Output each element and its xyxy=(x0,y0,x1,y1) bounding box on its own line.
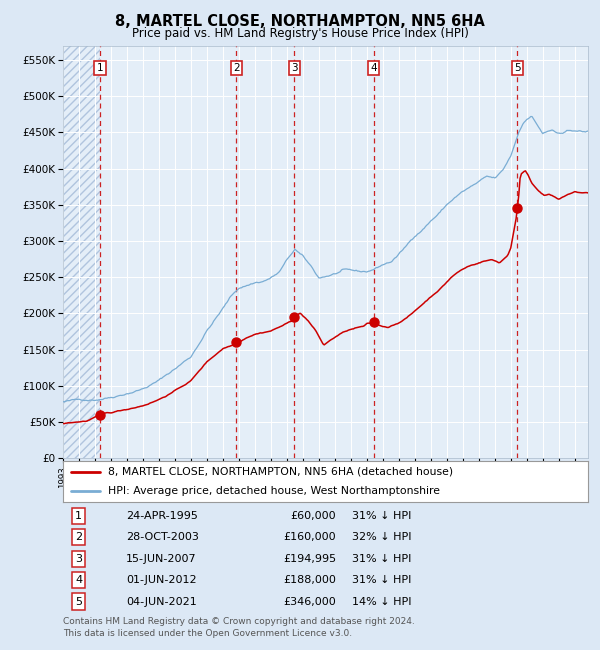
Text: 01-JUN-2012: 01-JUN-2012 xyxy=(126,575,197,585)
Text: 8, MARTEL CLOSE, NORTHAMPTON, NN5 6HA (detached house): 8, MARTEL CLOSE, NORTHAMPTON, NN5 6HA (d… xyxy=(107,467,453,477)
Text: 8, MARTEL CLOSE, NORTHAMPTON, NN5 6HA: 8, MARTEL CLOSE, NORTHAMPTON, NN5 6HA xyxy=(115,14,485,29)
Text: 32% ↓ HPI: 32% ↓ HPI xyxy=(352,532,411,542)
Text: 24-APR-1995: 24-APR-1995 xyxy=(126,511,198,521)
Text: HPI: Average price, detached house, West Northamptonshire: HPI: Average price, detached house, West… xyxy=(107,486,440,497)
Text: Price paid vs. HM Land Registry's House Price Index (HPI): Price paid vs. HM Land Registry's House … xyxy=(131,27,469,40)
Text: 4: 4 xyxy=(75,575,82,585)
Text: 31% ↓ HPI: 31% ↓ HPI xyxy=(352,554,411,564)
Text: £346,000: £346,000 xyxy=(283,597,336,606)
Text: 4: 4 xyxy=(370,63,377,73)
Bar xyxy=(63,46,100,458)
Text: 1: 1 xyxy=(75,511,82,521)
Text: 5: 5 xyxy=(514,63,521,73)
Text: 2: 2 xyxy=(233,63,239,73)
Text: £188,000: £188,000 xyxy=(283,575,336,585)
Text: 2: 2 xyxy=(75,532,82,542)
Text: 3: 3 xyxy=(75,554,82,564)
Text: 14% ↓ HPI: 14% ↓ HPI xyxy=(352,597,411,606)
Text: Contains HM Land Registry data © Crown copyright and database right 2024.: Contains HM Land Registry data © Crown c… xyxy=(63,618,415,627)
Text: £60,000: £60,000 xyxy=(290,511,336,521)
Text: 28-OCT-2003: 28-OCT-2003 xyxy=(126,532,199,542)
Text: 3: 3 xyxy=(291,63,298,73)
Text: 04-JUN-2021: 04-JUN-2021 xyxy=(126,597,197,606)
Text: This data is licensed under the Open Government Licence v3.0.: This data is licensed under the Open Gov… xyxy=(63,629,352,638)
Text: 15-JUN-2007: 15-JUN-2007 xyxy=(126,554,197,564)
Text: £194,995: £194,995 xyxy=(283,554,336,564)
Text: £160,000: £160,000 xyxy=(283,532,336,542)
Text: 5: 5 xyxy=(75,597,82,606)
Text: 31% ↓ HPI: 31% ↓ HPI xyxy=(352,511,411,521)
Text: 31% ↓ HPI: 31% ↓ HPI xyxy=(352,575,411,585)
Text: 1: 1 xyxy=(97,63,103,73)
